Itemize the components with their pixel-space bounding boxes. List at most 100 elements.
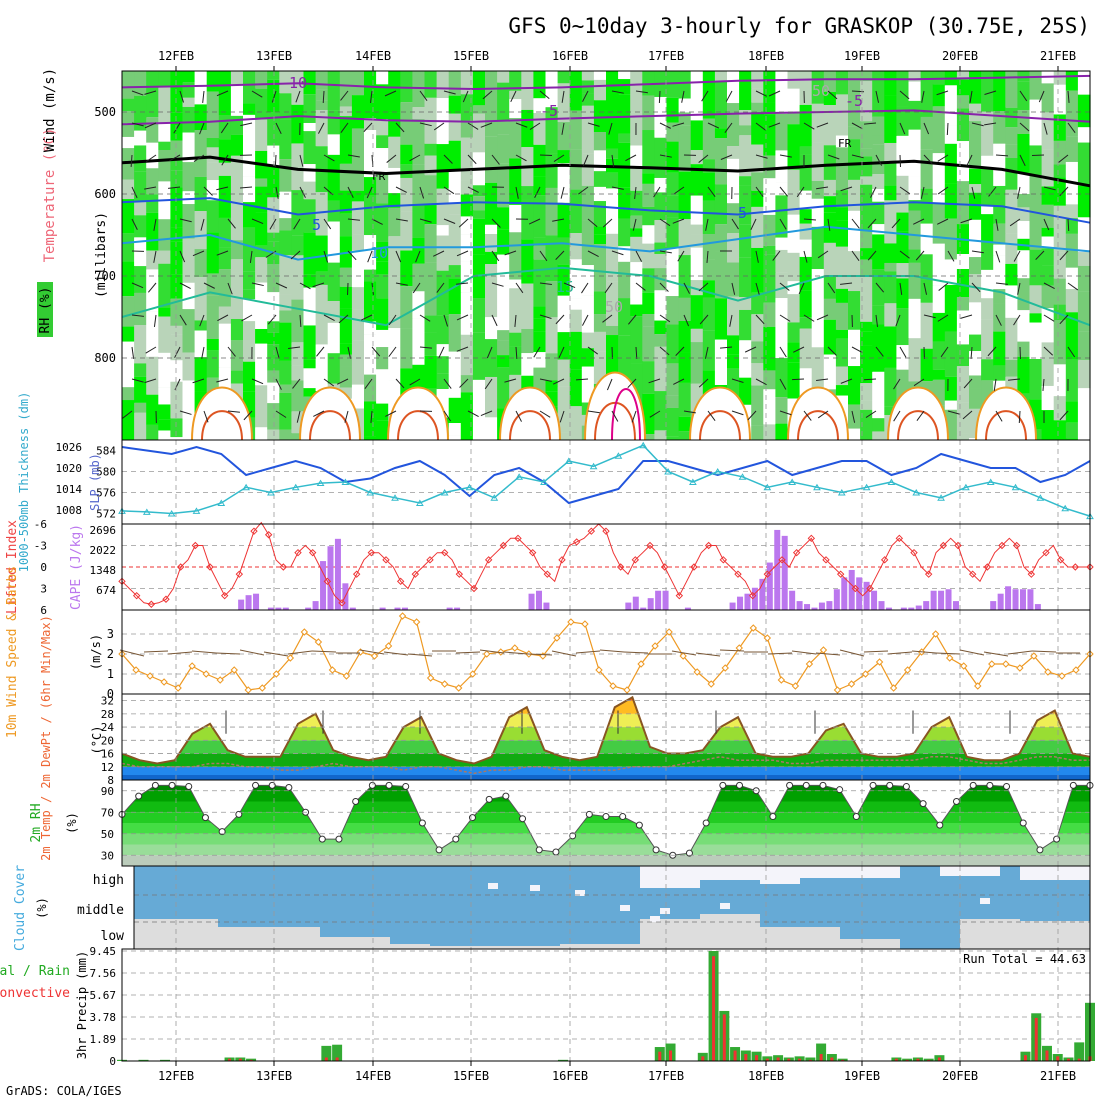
- rh-cell: [594, 150, 607, 171]
- rh-cell: [848, 211, 861, 251]
- rh-cell: [316, 285, 329, 313]
- rh-cell: [158, 150, 171, 181]
- rh-cell: [606, 234, 619, 282]
- rh-cell: [654, 192, 667, 220]
- rh-cell: [703, 298, 716, 331]
- rh-cell: [340, 344, 353, 355]
- rh-cell: [667, 248, 680, 296]
- rh-cell: [800, 105, 813, 146]
- rh-cell: [291, 366, 304, 381]
- rh-cell: [279, 159, 292, 192]
- cape-bar: [238, 600, 244, 610]
- rh-cell: [195, 71, 208, 104]
- rh-cell: [691, 120, 704, 150]
- cloud-axis-label: Cloud Cover: [13, 865, 28, 951]
- rh-cell: [497, 120, 510, 134]
- rh-cell: [642, 244, 655, 269]
- rh-cell: [425, 356, 438, 389]
- rh-cell: [183, 98, 196, 107]
- rh-cell: [461, 71, 474, 94]
- rh-cell: [291, 143, 304, 190]
- rh-cell: [376, 274, 389, 298]
- rh-cell: [1078, 71, 1091, 95]
- rh-cell: [1042, 308, 1055, 342]
- rh-cell: [352, 251, 365, 288]
- contour-label: 50: [605, 298, 623, 316]
- rh-marker: [1054, 836, 1060, 842]
- rh-cell: [158, 219, 171, 250]
- rh-cell: [207, 200, 220, 232]
- rh-cell: [279, 120, 292, 159]
- rh-cell: [836, 221, 849, 247]
- rh-cell: [884, 143, 897, 161]
- rh-cell: [788, 215, 801, 253]
- rh-cell: [122, 99, 135, 112]
- rh-cell: [183, 191, 196, 204]
- cloud-unit-label: (%): [35, 897, 49, 919]
- rh-cell: [921, 349, 934, 381]
- rh-cell: [497, 71, 510, 83]
- rh-cell: [884, 303, 897, 326]
- rh-cell: [957, 79, 970, 95]
- rh-cell: [727, 335, 740, 354]
- rh-cell: [533, 332, 546, 353]
- rh-cell: [654, 220, 667, 243]
- rh-cell: [945, 285, 958, 332]
- rh-cell: [957, 297, 970, 310]
- rh-cell: [679, 99, 692, 113]
- rh-cell: [473, 380, 486, 417]
- rh-cell: [824, 243, 837, 275]
- rh-cell: [158, 404, 171, 419]
- rh-cell: [1030, 100, 1043, 146]
- rh-cell: [497, 330, 510, 341]
- cape-bar: [730, 603, 736, 610]
- rh-cell: [775, 114, 788, 151]
- cape-bar: [923, 601, 929, 610]
- rh-cell: [739, 310, 752, 340]
- rh-cell: [388, 208, 401, 236]
- rh-marker: [152, 782, 158, 788]
- rh-cell: [509, 280, 522, 289]
- rh-cell: [824, 196, 837, 213]
- rh-cell: [594, 235, 607, 245]
- rh-cell: [170, 334, 183, 360]
- precip-convective-bar: [1035, 1018, 1038, 1061]
- rh-cell: [291, 300, 304, 343]
- rh-cell: [400, 178, 413, 212]
- rh-cell: [836, 330, 849, 339]
- rh-cell: [231, 201, 244, 241]
- rh-cell: [255, 119, 268, 150]
- rh-cell: [763, 178, 776, 215]
- cape-bar: [327, 546, 333, 610]
- rh-cell: [352, 340, 365, 384]
- cloud-gap-cell: [650, 916, 660, 922]
- rh-cell: [715, 184, 728, 224]
- rh-marker: [469, 815, 475, 821]
- rh-cell: [207, 350, 220, 377]
- rh-cell: [630, 305, 643, 317]
- rh-cell: [1066, 423, 1079, 439]
- rh-cell: [1017, 221, 1030, 239]
- rh-cell: [267, 71, 280, 80]
- rh-cell: [824, 275, 837, 299]
- rh-cell: [352, 173, 365, 191]
- rh-cell: [521, 186, 534, 199]
- slp-tick-label: 1014: [56, 483, 83, 496]
- rh-cell: [618, 143, 631, 187]
- rh-cell: [497, 230, 510, 255]
- rh-cell: [134, 266, 147, 293]
- rh-cell: [788, 124, 801, 169]
- low-cloud-gap: [640, 919, 700, 949]
- rh-marker: [620, 814, 626, 820]
- rh-cell: [255, 71, 268, 89]
- rh-cell: [1017, 310, 1030, 341]
- rh-cell: [231, 135, 244, 156]
- rh-cell: [304, 164, 317, 182]
- rh-cell: [122, 296, 135, 326]
- rh-cell: [872, 325, 885, 372]
- rh-fill-band: [122, 845, 1090, 856]
- rh-cell: [219, 247, 232, 269]
- rh-cell: [328, 111, 341, 135]
- rh-cell: [207, 295, 220, 339]
- rh-cell: [993, 245, 1006, 256]
